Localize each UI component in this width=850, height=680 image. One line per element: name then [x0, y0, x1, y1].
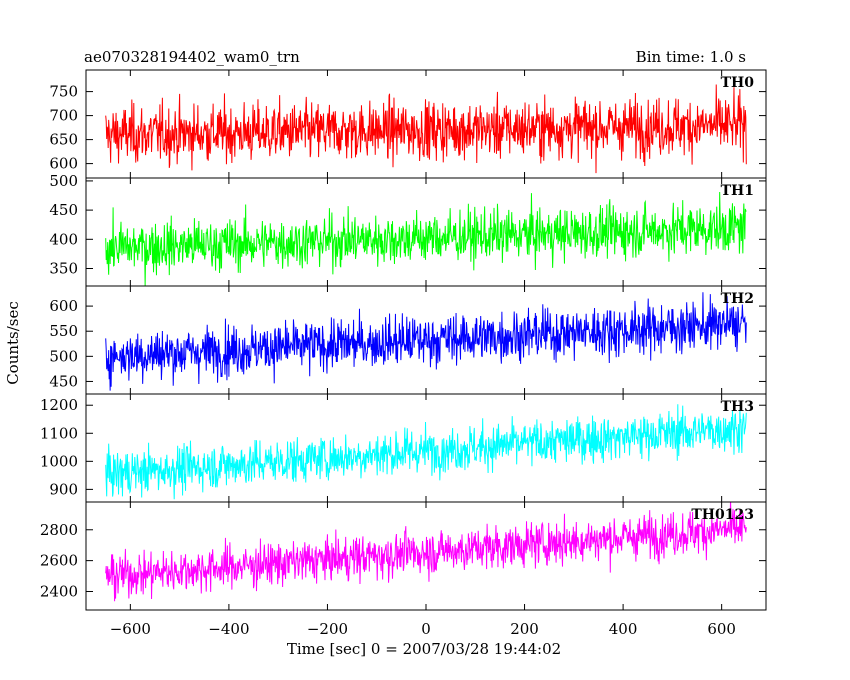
- x-tick-label: 200: [510, 620, 539, 638]
- y-tick-label-th0: 650: [49, 131, 78, 149]
- y-tick-label-th0123: 2800: [40, 521, 78, 539]
- panel-th0: 600 650 700 750 TH0: [49, 69, 767, 179]
- y-tick-label-th3: 1000: [40, 452, 78, 470]
- panel-label-th3: TH3: [721, 399, 754, 415]
- panels-group: 600 650 700 750 TH0 350 400 450 500 TH1 450 500 550 6…: [40, 69, 767, 638]
- panel-th1: 350 400 450 500 TH1: [49, 172, 767, 287]
- x-tick-label: 0: [421, 620, 431, 638]
- y-tick-label-th2: 500: [49, 347, 78, 365]
- bin-time-label: Bin time: 1.0 s: [636, 48, 746, 66]
- y-tick-label-th2: 450: [49, 372, 78, 390]
- x-tick-label: −200: [307, 620, 348, 638]
- y-tick-label-th1: 400: [49, 230, 78, 248]
- y-tick-label-th0: 700: [49, 107, 78, 125]
- panel-label-th0123: TH0123: [691, 507, 754, 523]
- x-tick-label: 600: [707, 620, 736, 638]
- x-tick-label: −400: [208, 620, 249, 638]
- series-trace-th1: [105, 191, 747, 286]
- y-tick-label-th3: 1100: [40, 424, 78, 442]
- panel-label-th1: TH1: [721, 183, 754, 199]
- panel-th0123: 2400 2600 2800 TH0123: [40, 501, 767, 611]
- y-tick-label-th0123: 2600: [40, 552, 78, 570]
- y-tick-label-th0: 600: [49, 155, 78, 173]
- panel-label-th2: TH2: [721, 291, 754, 307]
- y-tick-label-th2: 600: [49, 297, 78, 315]
- y-tick-label-th3: 900: [49, 480, 78, 498]
- y-tick-label-th2: 550: [49, 322, 78, 340]
- y-tick-label-th1: 350: [49, 259, 78, 277]
- y-tick-label-th1: 500: [49, 172, 78, 190]
- x-axis-title: Time [sec] 0 = 2007/03/28 19:44:02: [287, 640, 561, 658]
- chart-title: ae070328194402_wam0_trn: [84, 48, 300, 66]
- x-tick-label: −600: [110, 620, 151, 638]
- y-axis-title: Counts/sec: [4, 301, 22, 385]
- y-tick-label-th0: 750: [49, 83, 78, 101]
- y-tick-label-th3: 1200: [40, 396, 78, 414]
- panel-th3: 900 1000 1100 1200 TH3: [40, 393, 767, 503]
- series-trace-th0123: [105, 502, 747, 602]
- panel-label-th0: TH0: [721, 75, 755, 91]
- series-trace-th2: [105, 292, 747, 391]
- series-trace-th3: [105, 404, 747, 500]
- y-tick-label-th0123: 2400: [40, 582, 78, 600]
- series-trace-th0: [105, 84, 747, 174]
- x-tick-label: 400: [609, 620, 638, 638]
- y-tick-label-th1: 450: [49, 201, 78, 219]
- panel-th2: 450 500 550 600 TH2: [49, 285, 767, 395]
